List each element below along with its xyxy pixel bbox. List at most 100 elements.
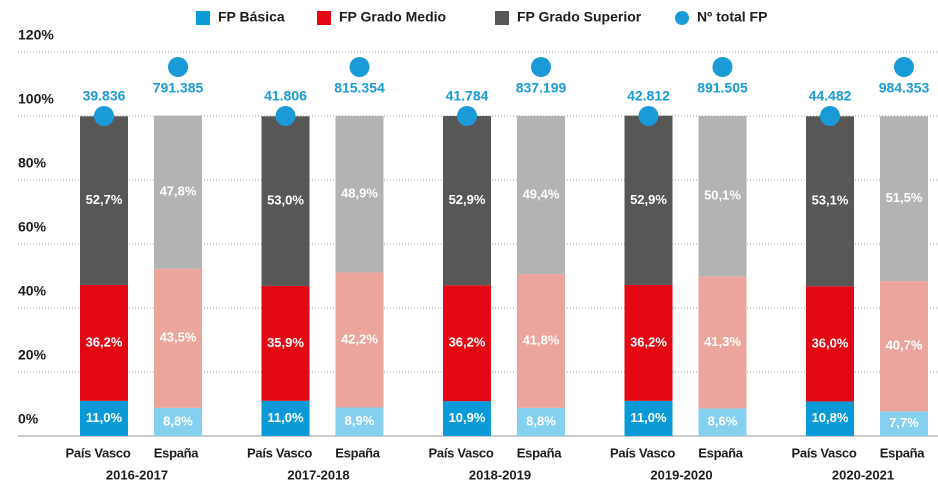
segment-label: 48,9%	[341, 186, 378, 201]
segment-label: 51,5%	[886, 190, 923, 205]
bar-segment	[80, 400, 128, 436]
legend-marker	[317, 11, 331, 25]
group-label: 2016-2017	[106, 467, 168, 482]
y-tick-label: 60%	[18, 219, 47, 235]
segment-label: 11,0%	[630, 410, 667, 425]
bar-segment	[880, 116, 928, 282]
y-tick-label: 80%	[18, 155, 47, 171]
segment-label: 11,0%	[86, 410, 123, 425]
x-tick-label: País Vasco	[792, 445, 857, 460]
total-dot	[894, 57, 914, 77]
total-dot	[349, 57, 370, 77]
bar-segment	[624, 284, 673, 401]
x-tick-label: País Vasco	[610, 445, 675, 460]
legend-marker	[675, 11, 689, 25]
bar-segment	[624, 115, 673, 285]
y-tick-label: 120%	[18, 27, 54, 43]
x-tick-label: País Vasco	[66, 445, 131, 460]
total-dot	[275, 106, 296, 126]
total-dot	[638, 106, 659, 126]
x-tick-label: España	[698, 445, 744, 460]
segment-label: 43,5%	[160, 330, 197, 345]
segment-label: 8,6%	[708, 414, 738, 429]
segment-label: 11,0%	[267, 410, 304, 425]
bar-segment	[335, 407, 384, 436]
segment-label: 41,8%	[523, 332, 560, 347]
segment-label: 42,2%	[341, 331, 378, 346]
segment-label: 47,8%	[160, 184, 197, 199]
bar-segment	[806, 116, 854, 287]
segment-label: 52,7%	[86, 192, 123, 207]
bar-segment	[443, 116, 491, 286]
total-label: 837.199	[516, 80, 567, 96]
total-label: 39.836	[83, 88, 126, 104]
legend-marker	[495, 11, 509, 25]
y-tick-label: 40%	[18, 283, 47, 299]
total-label: 984.353	[879, 80, 930, 96]
bar-segment	[698, 116, 747, 277]
legend-label: FP Grado Superior	[517, 9, 642, 25]
bar-segment	[624, 400, 673, 436]
total-dot	[531, 57, 551, 77]
bar-segment	[698, 276, 747, 409]
bar-segment	[80, 116, 128, 285]
segment-label: 10,9%	[449, 410, 486, 425]
bar-segment	[443, 285, 491, 402]
total-label: 42.812	[627, 88, 670, 104]
total-label: 44.482	[809, 88, 852, 104]
segment-label: 53,1%	[812, 193, 849, 208]
bar-segment	[880, 411, 928, 436]
group-label: 2020-2021	[832, 467, 894, 482]
x-tick-label: España	[154, 445, 200, 460]
x-tick-label: España	[517, 445, 563, 460]
total-dot	[168, 57, 188, 77]
bar-segment	[261, 400, 310, 436]
segment-label: 52,9%	[449, 192, 486, 207]
total-label: 791.385	[153, 80, 204, 96]
bar-segment	[806, 286, 854, 402]
bar-segment	[880, 281, 928, 412]
segment-label: 36,0%	[812, 335, 849, 350]
legend-label: FP Grado Medio	[339, 9, 446, 25]
total-label: 41.806	[264, 88, 307, 104]
segment-label: 40,7%	[886, 338, 923, 353]
bar-segment	[261, 285, 310, 401]
segment-label: 50,1%	[704, 188, 741, 203]
legend-label: FP Básica	[218, 9, 285, 25]
segment-label: 10,8%	[812, 410, 849, 425]
x-tick-label: España	[880, 445, 926, 460]
segment-label: 8,8%	[163, 413, 193, 428]
y-tick-label: 20%	[18, 347, 47, 363]
group-label: 2019-2020	[650, 467, 712, 482]
bar-segment	[154, 115, 202, 269]
bar-segment	[154, 268, 202, 408]
bar-segment	[335, 272, 384, 408]
segment-label: 36,2%	[86, 334, 123, 349]
bar-segment	[154, 407, 202, 436]
x-tick-label: País Vasco	[247, 445, 312, 460]
segment-label: 52,9%	[630, 192, 667, 207]
legend-marker	[196, 11, 210, 25]
segment-label: 8,8%	[526, 413, 556, 428]
segment-label: 36,2%	[630, 334, 667, 349]
x-tick-label: País Vasco	[429, 445, 494, 460]
segment-label: 36,2%	[449, 335, 486, 350]
bar-segment	[80, 284, 128, 401]
y-tick-label: 100%	[18, 91, 54, 107]
segment-label: 41,3%	[704, 334, 741, 349]
bar-segment	[517, 116, 565, 275]
group-label: 2017-2018	[287, 467, 349, 482]
bar-segment	[335, 116, 384, 273]
total-dot	[457, 106, 477, 126]
segment-label: 53,0%	[267, 193, 304, 208]
x-tick-label: España	[335, 445, 381, 460]
legend-label: Nº total FP	[697, 9, 767, 25]
total-label: 41.784	[446, 88, 489, 104]
total-dot	[712, 57, 733, 77]
segment-label: 49,4%	[523, 186, 560, 201]
segment-label: 8,9%	[345, 413, 375, 428]
group-label: 2018-2019	[469, 467, 531, 482]
total-dot	[820, 106, 840, 126]
bar-segment	[698, 408, 747, 436]
